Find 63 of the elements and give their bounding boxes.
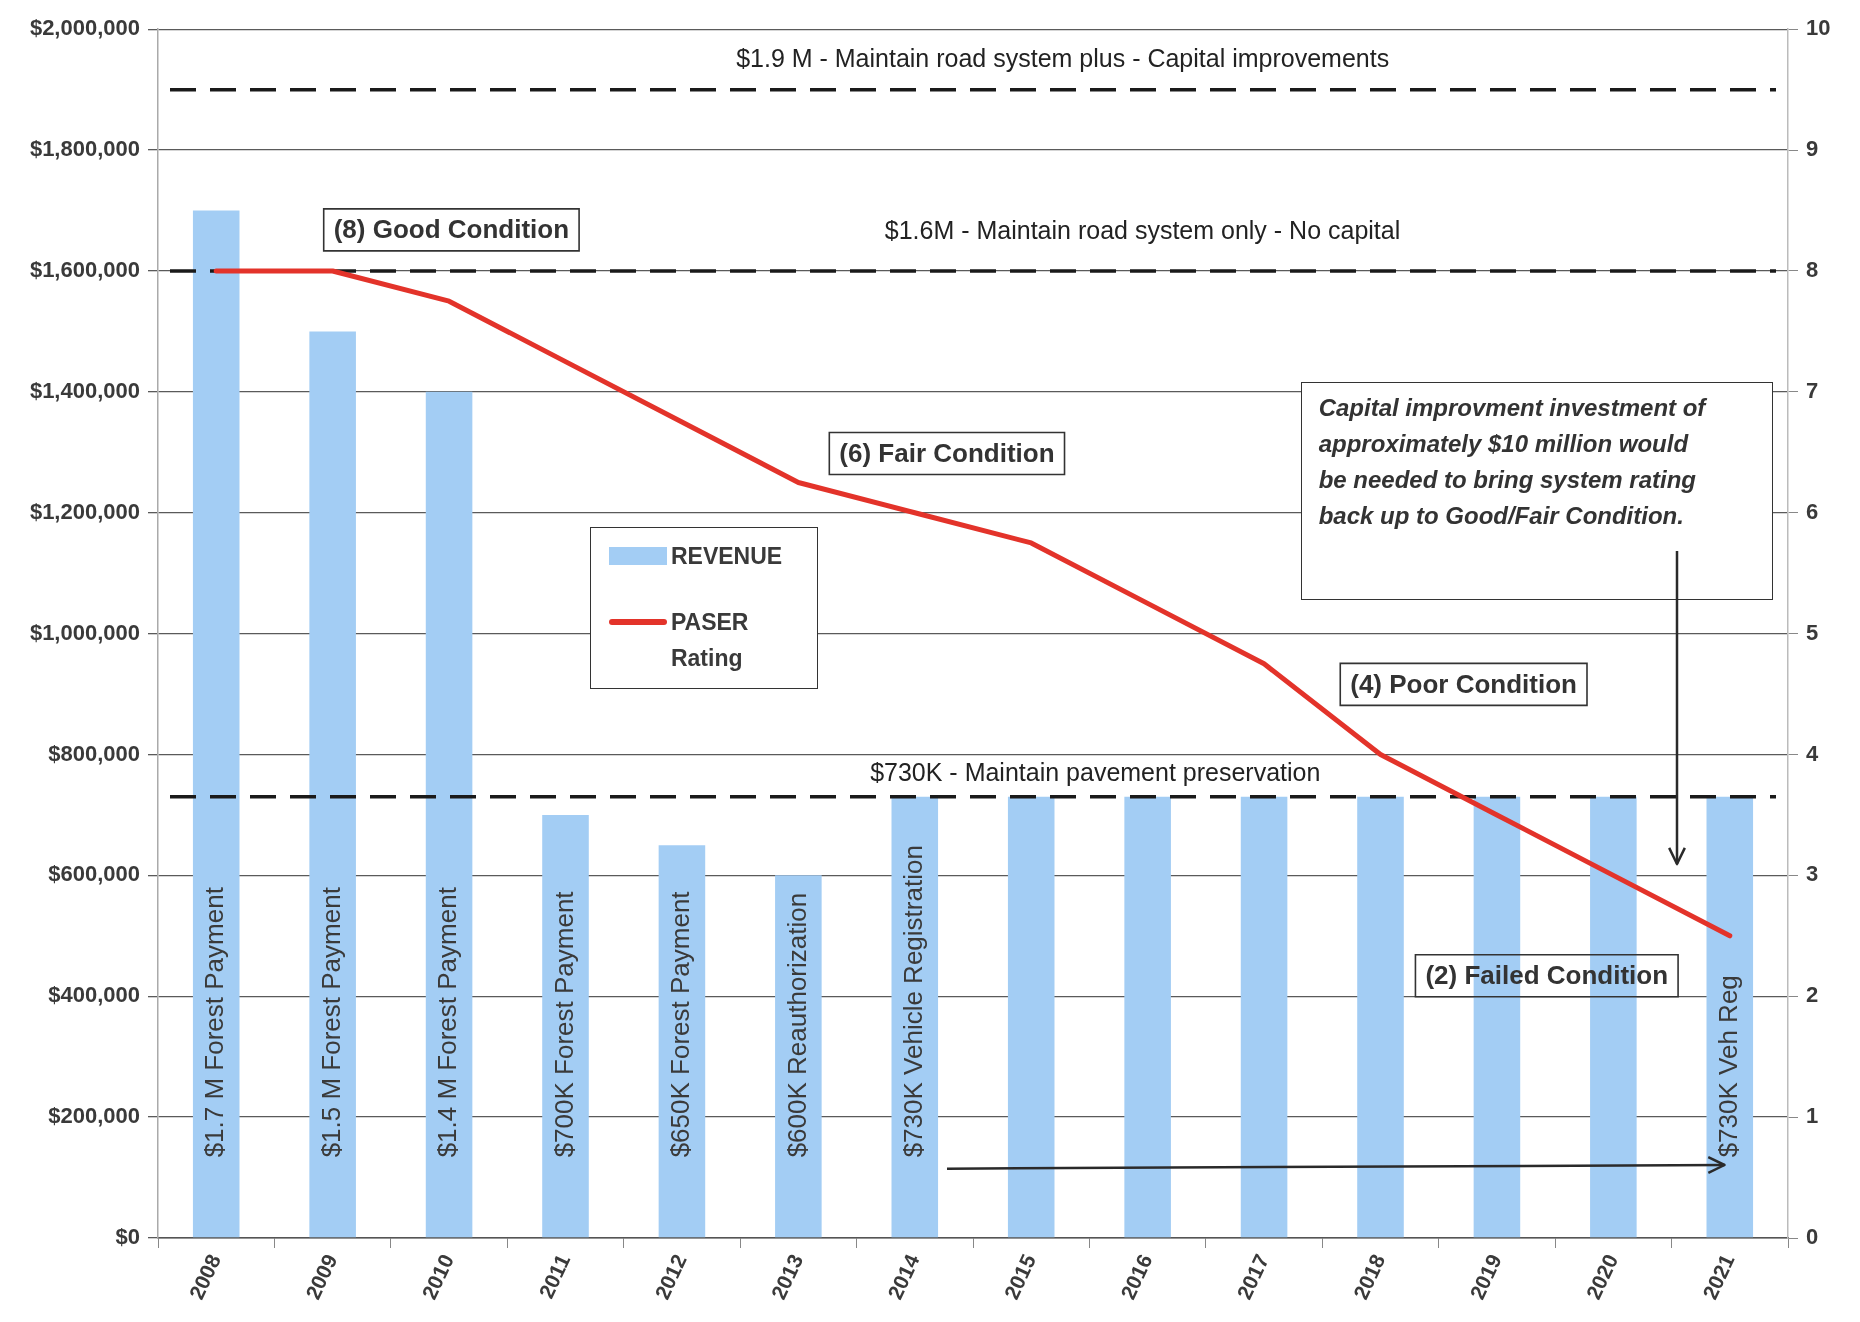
y-tick-label: $1,200,000	[29, 498, 140, 524]
bar	[1124, 796, 1171, 1238]
y-tick-label: $1,000,000	[29, 619, 140, 645]
ref-line-label: $730K - Maintain pavement preservation	[870, 757, 1321, 786]
y-tick-label: $1,600,000	[29, 257, 140, 283]
y2-tick-label: 10	[1806, 15, 1831, 41]
bar	[1007, 796, 1055, 1238]
y2-tick-label: 7	[1806, 377, 1819, 403]
y-tick-label: $600,000	[48, 861, 140, 887]
annotation: (8) Good Condition	[333, 214, 570, 245]
y2-tick-label: 6	[1806, 498, 1819, 524]
data-label: $1.4 M Forest Payment	[432, 886, 463, 1158]
y2-tick-label: 3	[1806, 861, 1819, 887]
data-label: $1.5 M Forest Payment	[315, 886, 346, 1158]
data-label: $700K Forest Payment	[548, 890, 579, 1158]
y2-tick-label: 2	[1806, 982, 1819, 1008]
annotation: (6) Fair Condition	[839, 437, 1055, 468]
y-tick-label: $800,000	[48, 740, 140, 766]
x-tick-label: 2016	[1115, 1250, 1157, 1303]
bar	[309, 331, 356, 1238]
x-tick-label: 2010	[417, 1250, 458, 1303]
legend-label: PASER Rating	[670, 608, 750, 674]
y-tick-label: $1,800,000	[29, 136, 140, 162]
x-tick-label: 2018	[1348, 1250, 1390, 1303]
x-tick-label: 2019	[1465, 1250, 1506, 1303]
ref-line-label: $1.6M - Maintain road system only - No capital	[884, 215, 1401, 244]
legend-label: REVENUE	[670, 542, 784, 572]
bar	[1706, 796, 1754, 1238]
annotation: (2) Failed Condition	[1425, 959, 1669, 990]
bar	[542, 814, 589, 1238]
ref-line-label: $1.9 M - Maintain road system plus - Capital improvements	[736, 43, 1390, 72]
y2-tick-label: 9	[1806, 136, 1819, 162]
x-tick-label: 2008	[184, 1250, 226, 1303]
annotation: Capital improvment investment of approximately $10 million would be needed to bring system rating back up to Good/Fair Condition.	[1317, 393, 1708, 532]
y-tick-label: $0	[115, 1224, 140, 1250]
x-tick-label: 2013	[766, 1250, 808, 1303]
y-tick-label: $1,400,000	[29, 377, 140, 403]
x-tick-label: 2014	[883, 1250, 924, 1303]
y-tick-label: $200,000	[48, 1103, 140, 1129]
bar	[1357, 796, 1404, 1238]
annotation: (4) Poor Condition	[1350, 668, 1578, 699]
bar	[192, 210, 240, 1238]
data-label: $1.7 M Forest Payment	[199, 886, 230, 1158]
y-tick-label: $400,000	[48, 982, 140, 1008]
bar	[425, 391, 473, 1238]
y2-tick-label: 5	[1806, 619, 1819, 645]
x-tick-label: 2009	[300, 1250, 342, 1303]
x-tick-label: 2021	[1698, 1250, 1739, 1303]
y2-tick-label: 8	[1806, 257, 1819, 283]
y2-tick-label: 0	[1806, 1224, 1819, 1250]
bar	[1240, 796, 1288, 1238]
data-label: $600K Reauthorization	[781, 892, 812, 1158]
data-label: $730K Veh Reg	[1712, 975, 1743, 1158]
x-tick-label: 2020	[1581, 1250, 1623, 1303]
x-tick-label: 2017	[1232, 1250, 1273, 1303]
x-tick-label: 2015	[999, 1250, 1041, 1303]
y2-tick-label: 4	[1806, 740, 1819, 766]
y2-tick-label: 1	[1806, 1103, 1819, 1129]
x-tick-label: 2012	[650, 1250, 691, 1303]
x-tick-label: 2011	[534, 1250, 575, 1302]
data-label: $730K Vehicle Registration	[897, 845, 928, 1158]
data-label: $650K Forest Payment	[665, 890, 696, 1158]
y-tick-label: $2,000,000	[29, 15, 140, 41]
